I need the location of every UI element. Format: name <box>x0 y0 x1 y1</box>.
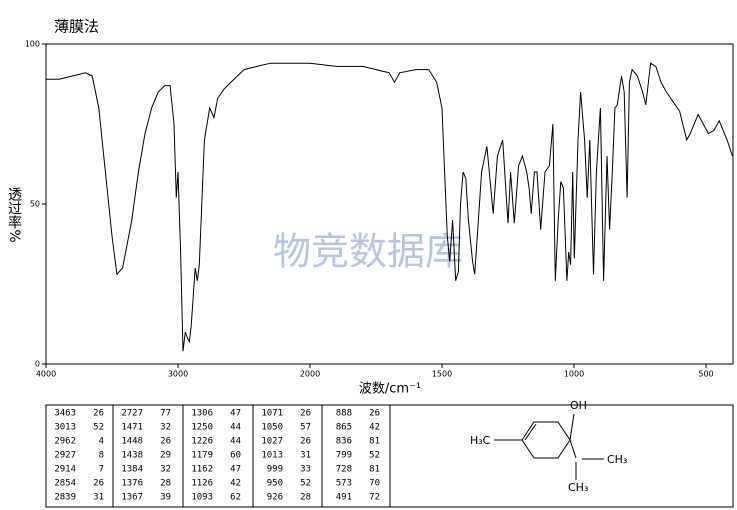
title: 薄膜法 <box>54 18 99 36</box>
peak-wavenumber: 1050 <box>261 423 283 433</box>
peak-transmittance: 28 <box>300 493 311 503</box>
peak-transmittance: 8 <box>99 451 104 461</box>
x-tick-label: 4000 <box>36 370 56 379</box>
peak-wavenumber: 2962 <box>54 437 76 447</box>
peak-transmittance: 26 <box>93 409 104 419</box>
x-axis-label: 波数/cm⁻¹ <box>359 382 421 397</box>
peak-wavenumber: 1093 <box>191 493 213 503</box>
peak-transmittance: 26 <box>160 437 171 447</box>
peak-wavenumber: 999 <box>267 465 283 475</box>
peak-transmittance: 52 <box>93 423 104 433</box>
peak-wavenumber: 1250 <box>191 423 213 433</box>
peak-transmittance: 7 <box>99 465 104 475</box>
peak-wavenumber: 491 <box>336 493 352 503</box>
peak-wavenumber: 2854 <box>54 479 76 489</box>
peak-transmittance: 31 <box>93 493 104 503</box>
y-axis-label: 透过率% <box>6 187 22 242</box>
peak-transmittance: 81 <box>369 465 380 475</box>
peak-transmittance: 72 <box>369 493 380 503</box>
atom-label: CH₃ <box>607 453 627 466</box>
atom-label: OH <box>570 399 587 412</box>
peak-wavenumber: 1162 <box>191 465 213 475</box>
x-tick-label: 1000 <box>564 370 584 379</box>
y-tick-label: 50 <box>30 200 40 209</box>
peak-transmittance: 77 <box>160 409 171 419</box>
peak-transmittance: 44 <box>230 437 241 447</box>
peak-transmittance: 28 <box>160 479 171 489</box>
peak-wavenumber: 1376 <box>121 479 143 489</box>
peak-wavenumber: 1226 <box>191 437 213 447</box>
peak-transmittance: 70 <box>369 479 380 489</box>
y-tick-label: 0 <box>35 360 40 369</box>
peak-wavenumber: 865 <box>336 423 352 433</box>
peak-wavenumber: 1384 <box>121 465 143 475</box>
peak-wavenumber: 1471 <box>121 423 143 433</box>
peak-transmittance: 62 <box>230 493 241 503</box>
peak-wavenumber: 1071 <box>261 409 283 419</box>
spectrum-line <box>46 62 733 352</box>
peak-wavenumber: 2927 <box>54 451 76 461</box>
peak-transmittance: 39 <box>160 493 171 503</box>
peak-wavenumber: 836 <box>336 437 352 447</box>
peak-wavenumber: 3013 <box>54 423 76 433</box>
peak-wavenumber: 926 <box>267 493 283 503</box>
peak-wavenumber: 1306 <box>191 409 213 419</box>
peak-wavenumber: 950 <box>267 479 283 489</box>
peak-transmittance: 26 <box>369 409 380 419</box>
peak-wavenumber: 2914 <box>54 465 76 475</box>
peak-wavenumber: 888 <box>336 409 352 419</box>
peak-transmittance: 29 <box>160 451 171 461</box>
watermark: 物竞数据库 <box>273 230 463 274</box>
peak-transmittance: 81 <box>369 437 380 447</box>
peak-transmittance: 26 <box>300 409 311 419</box>
peak-wavenumber: 573 <box>336 479 352 489</box>
peak-wavenumber: 3463 <box>54 409 76 419</box>
peak-wavenumber: 1367 <box>121 493 143 503</box>
peak-transmittance: 26 <box>93 479 104 489</box>
peak-wavenumber: 1448 <box>121 437 143 447</box>
plot-frame <box>45 43 734 365</box>
x-tick-label: 500 <box>698 370 713 379</box>
peak-wavenumber: 2839 <box>54 493 76 503</box>
atom-label: CH₃ <box>568 481 588 494</box>
peak-wavenumber: 1027 <box>261 437 283 447</box>
peak-transmittance: 57 <box>300 423 311 433</box>
peak-transmittance: 42 <box>230 479 241 489</box>
atom-label: H₃C <box>470 434 491 447</box>
table-dividers <box>112 405 391 507</box>
peak-wavenumber: 728 <box>336 465 352 475</box>
peak-transmittance: 47 <box>230 409 241 419</box>
x-tick-label: 3000 <box>168 370 188 379</box>
peak-wavenumber: 799 <box>336 451 352 461</box>
x-tick-label: 1500 <box>432 370 452 379</box>
peak-transmittance: 60 <box>230 451 241 461</box>
peak-transmittance: 32 <box>160 465 171 475</box>
peak-wavenumber: 1179 <box>191 451 213 461</box>
peak-wavenumber: 2727 <box>121 409 143 419</box>
peak-wavenumber: 1013 <box>261 451 283 461</box>
y-tick-label: 100 <box>25 40 40 49</box>
peak-transmittance: 26 <box>300 437 311 447</box>
molecule-bonds <box>494 413 604 480</box>
peak-transmittance: 4 <box>99 437 104 447</box>
peak-transmittance: 31 <box>300 451 311 461</box>
peak-transmittance: 52 <box>300 479 311 489</box>
peak-transmittance: 52 <box>369 451 380 461</box>
peak-wavenumber: 1438 <box>121 451 143 461</box>
peak-wavenumber: 1126 <box>191 479 213 489</box>
peak-transmittance: 44 <box>230 423 241 433</box>
x-tick-label: 2000 <box>300 370 320 379</box>
peak-transmittance: 33 <box>300 465 311 475</box>
peak-transmittance: 32 <box>160 423 171 433</box>
peak-transmittance: 42 <box>369 423 380 433</box>
peak-transmittance: 47 <box>230 465 241 475</box>
